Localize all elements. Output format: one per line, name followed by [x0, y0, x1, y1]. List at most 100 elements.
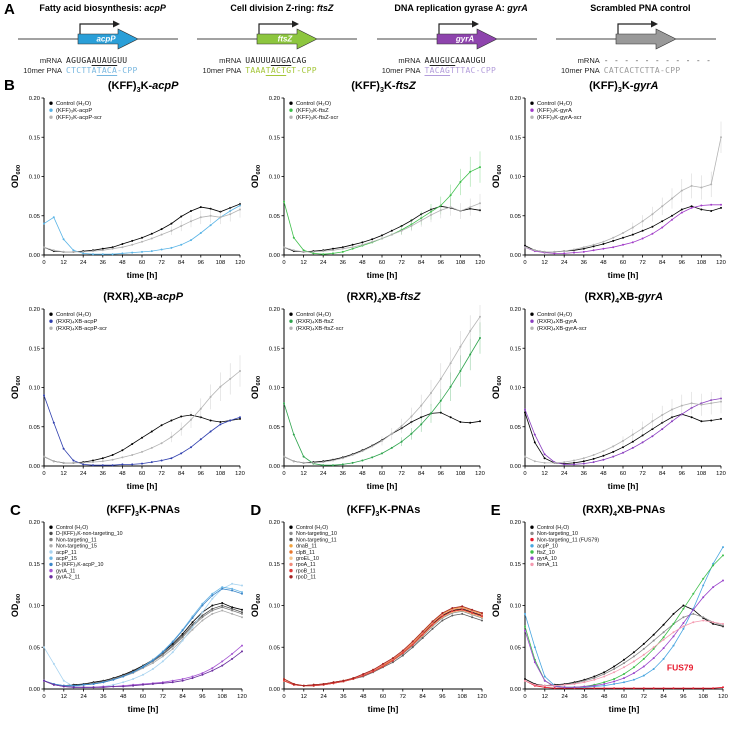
- x-axis-label: time [h]: [367, 270, 398, 280]
- data-point: [543, 675, 546, 678]
- data-point: [652, 647, 655, 650]
- data-point: [621, 439, 624, 442]
- data-point: [573, 683, 576, 685]
- y-tick-label: 0.15: [29, 346, 40, 352]
- plot-kff3k-pnas-c-chart: 0 12 24 36 48 60 72 84 96 108 120 0.00 0.05 0.10 0.15 0…: [10, 520, 247, 714]
- data-point: [611, 450, 614, 453]
- data-point: [92, 686, 95, 689]
- data-point: [441, 612, 444, 614]
- data-point: [700, 420, 703, 423]
- data-point: [221, 606, 224, 609]
- legend-marker: [289, 575, 294, 579]
- legend-label: rpoB_11: [296, 568, 316, 574]
- data-point: [632, 660, 635, 663]
- data-point: [351, 454, 354, 456]
- data-point: [543, 679, 546, 682]
- data-point: [92, 253, 94, 256]
- legend-label: (KFF)₃K-gyrA-scr: [537, 115, 582, 121]
- legend-marker: [529, 525, 534, 529]
- sequence-row: 10mer PNA CATCACTCTTA-CPP: [552, 66, 729, 75]
- data-point: [430, 412, 433, 415]
- data-point: [342, 250, 345, 253]
- data-point: [82, 252, 85, 255]
- data-point: [322, 253, 325, 256]
- plot-kff3k-acpp-chart: 0 12 24 36 48 60 72 84 96 108 120 0.00 0.05 0.10 0.15 0…: [10, 96, 245, 280]
- data-point: [160, 459, 163, 462]
- sequence-text: - - - - - - - - - - -: [603, 56, 712, 65]
- data-point: [431, 627, 434, 630]
- data-point: [111, 464, 114, 467]
- x-tick-label: 36: [580, 260, 586, 266]
- data-point: [171, 642, 174, 645]
- data-point: [469, 170, 472, 173]
- gene-arrow-icon: [77, 28, 139, 50]
- x-tick-label: 48: [360, 260, 366, 266]
- data-point: [283, 200, 286, 203]
- data-point: [382, 665, 385, 668]
- legend-label: (KFF)₃K-acpP: [56, 108, 92, 114]
- data-point: [209, 430, 212, 433]
- data-point: [631, 440, 634, 443]
- figure: A Fatty acid biosynthesis: acpP acpP mRNA A…: [0, 1, 733, 719]
- plot-title: (KFF)3K-acpP: [107, 80, 179, 95]
- data-point: [721, 554, 724, 557]
- data-point: [523, 678, 526, 680]
- y-tick-label: 0.10: [509, 604, 520, 610]
- plot-rxr4xb-ftsz: (RXR)4XB-ftsZ 0 12 24 36 48 60 72 84 96 108 120 0.00…: [250, 291, 490, 496]
- y-tick-label: 0.05: [509, 214, 520, 220]
- data-point: [72, 249, 75, 252]
- data-point: [199, 438, 202, 441]
- y-tick-label: 0.05: [29, 645, 40, 651]
- data-point: [362, 674, 365, 677]
- data-point: [602, 247, 605, 250]
- x-tick-label: 72: [399, 260, 405, 266]
- legend-marker: [49, 312, 53, 316]
- data-point: [342, 247, 345, 250]
- panel-a-label: A: [4, 1, 15, 18]
- x-tick-label: 72: [640, 694, 646, 700]
- plot-kff3k-pnas-d: D (KFF)3K-PNAs 0 12 24 36 48 60 72 84 96 108 120 0.00…: [250, 503, 490, 719]
- data-point: [430, 214, 433, 216]
- data-point: [283, 455, 286, 458]
- panel-cde-grid: C (KFF)3K-PNAs 0 12 24 36 48 60 72 84 96 108 120 0.00…: [10, 503, 731, 719]
- data-point: [711, 622, 714, 625]
- data-point: [572, 459, 575, 462]
- plot-title: (KFF)3K-gyrA: [589, 80, 659, 95]
- data-point: [400, 440, 403, 443]
- data-point: [612, 683, 615, 685]
- data-point: [431, 623, 434, 626]
- legend-label: clpB_11: [296, 550, 315, 556]
- y-tick-label: 0.10: [29, 386, 40, 392]
- plot-rxr4xb-gyra-chart: 0 12 24 36 48 60 72 84 96 108 120 0.00 0.05 0.10 0.15 0…: [491, 307, 726, 491]
- data-point: [440, 399, 443, 402]
- data-point: [672, 635, 675, 638]
- data-point: [612, 665, 615, 668]
- data-point: [181, 678, 184, 680]
- data-point: [651, 232, 654, 235]
- data-point: [652, 633, 655, 636]
- data-point: [62, 679, 65, 682]
- x-tick-label: 48: [119, 260, 125, 266]
- data-point: [231, 657, 234, 660]
- data-point: [190, 220, 192, 223]
- data-point: [592, 249, 595, 252]
- data-point: [622, 666, 625, 669]
- x-tick-label: 24: [321, 694, 328, 700]
- data-point: [459, 181, 462, 183]
- data-point: [160, 248, 163, 251]
- x-tick-label: 48: [360, 471, 366, 477]
- panel-cde: C (KFF)3K-PNAs 0 12 24 36 48 60 72 84 96 108 120 0.00…: [0, 503, 733, 719]
- data-point: [642, 653, 645, 656]
- data-point: [229, 213, 232, 216]
- data-point: [92, 250, 94, 253]
- data-point: [111, 253, 114, 256]
- data-point: [283, 678, 286, 680]
- plot-rxr4xb-gyra: (RXR)4XB-gyrA 0 12 24 36 48 60 72 84 96 108 120 0.00…: [491, 291, 731, 496]
- data-point: [221, 602, 224, 604]
- plot-title: (KFF)3K-PNAs: [106, 504, 180, 519]
- data-point: [201, 614, 204, 617]
- data-point: [231, 652, 234, 655]
- data-point: [682, 627, 685, 630]
- legend-marker: [529, 537, 534, 542]
- data-point: [332, 249, 335, 252]
